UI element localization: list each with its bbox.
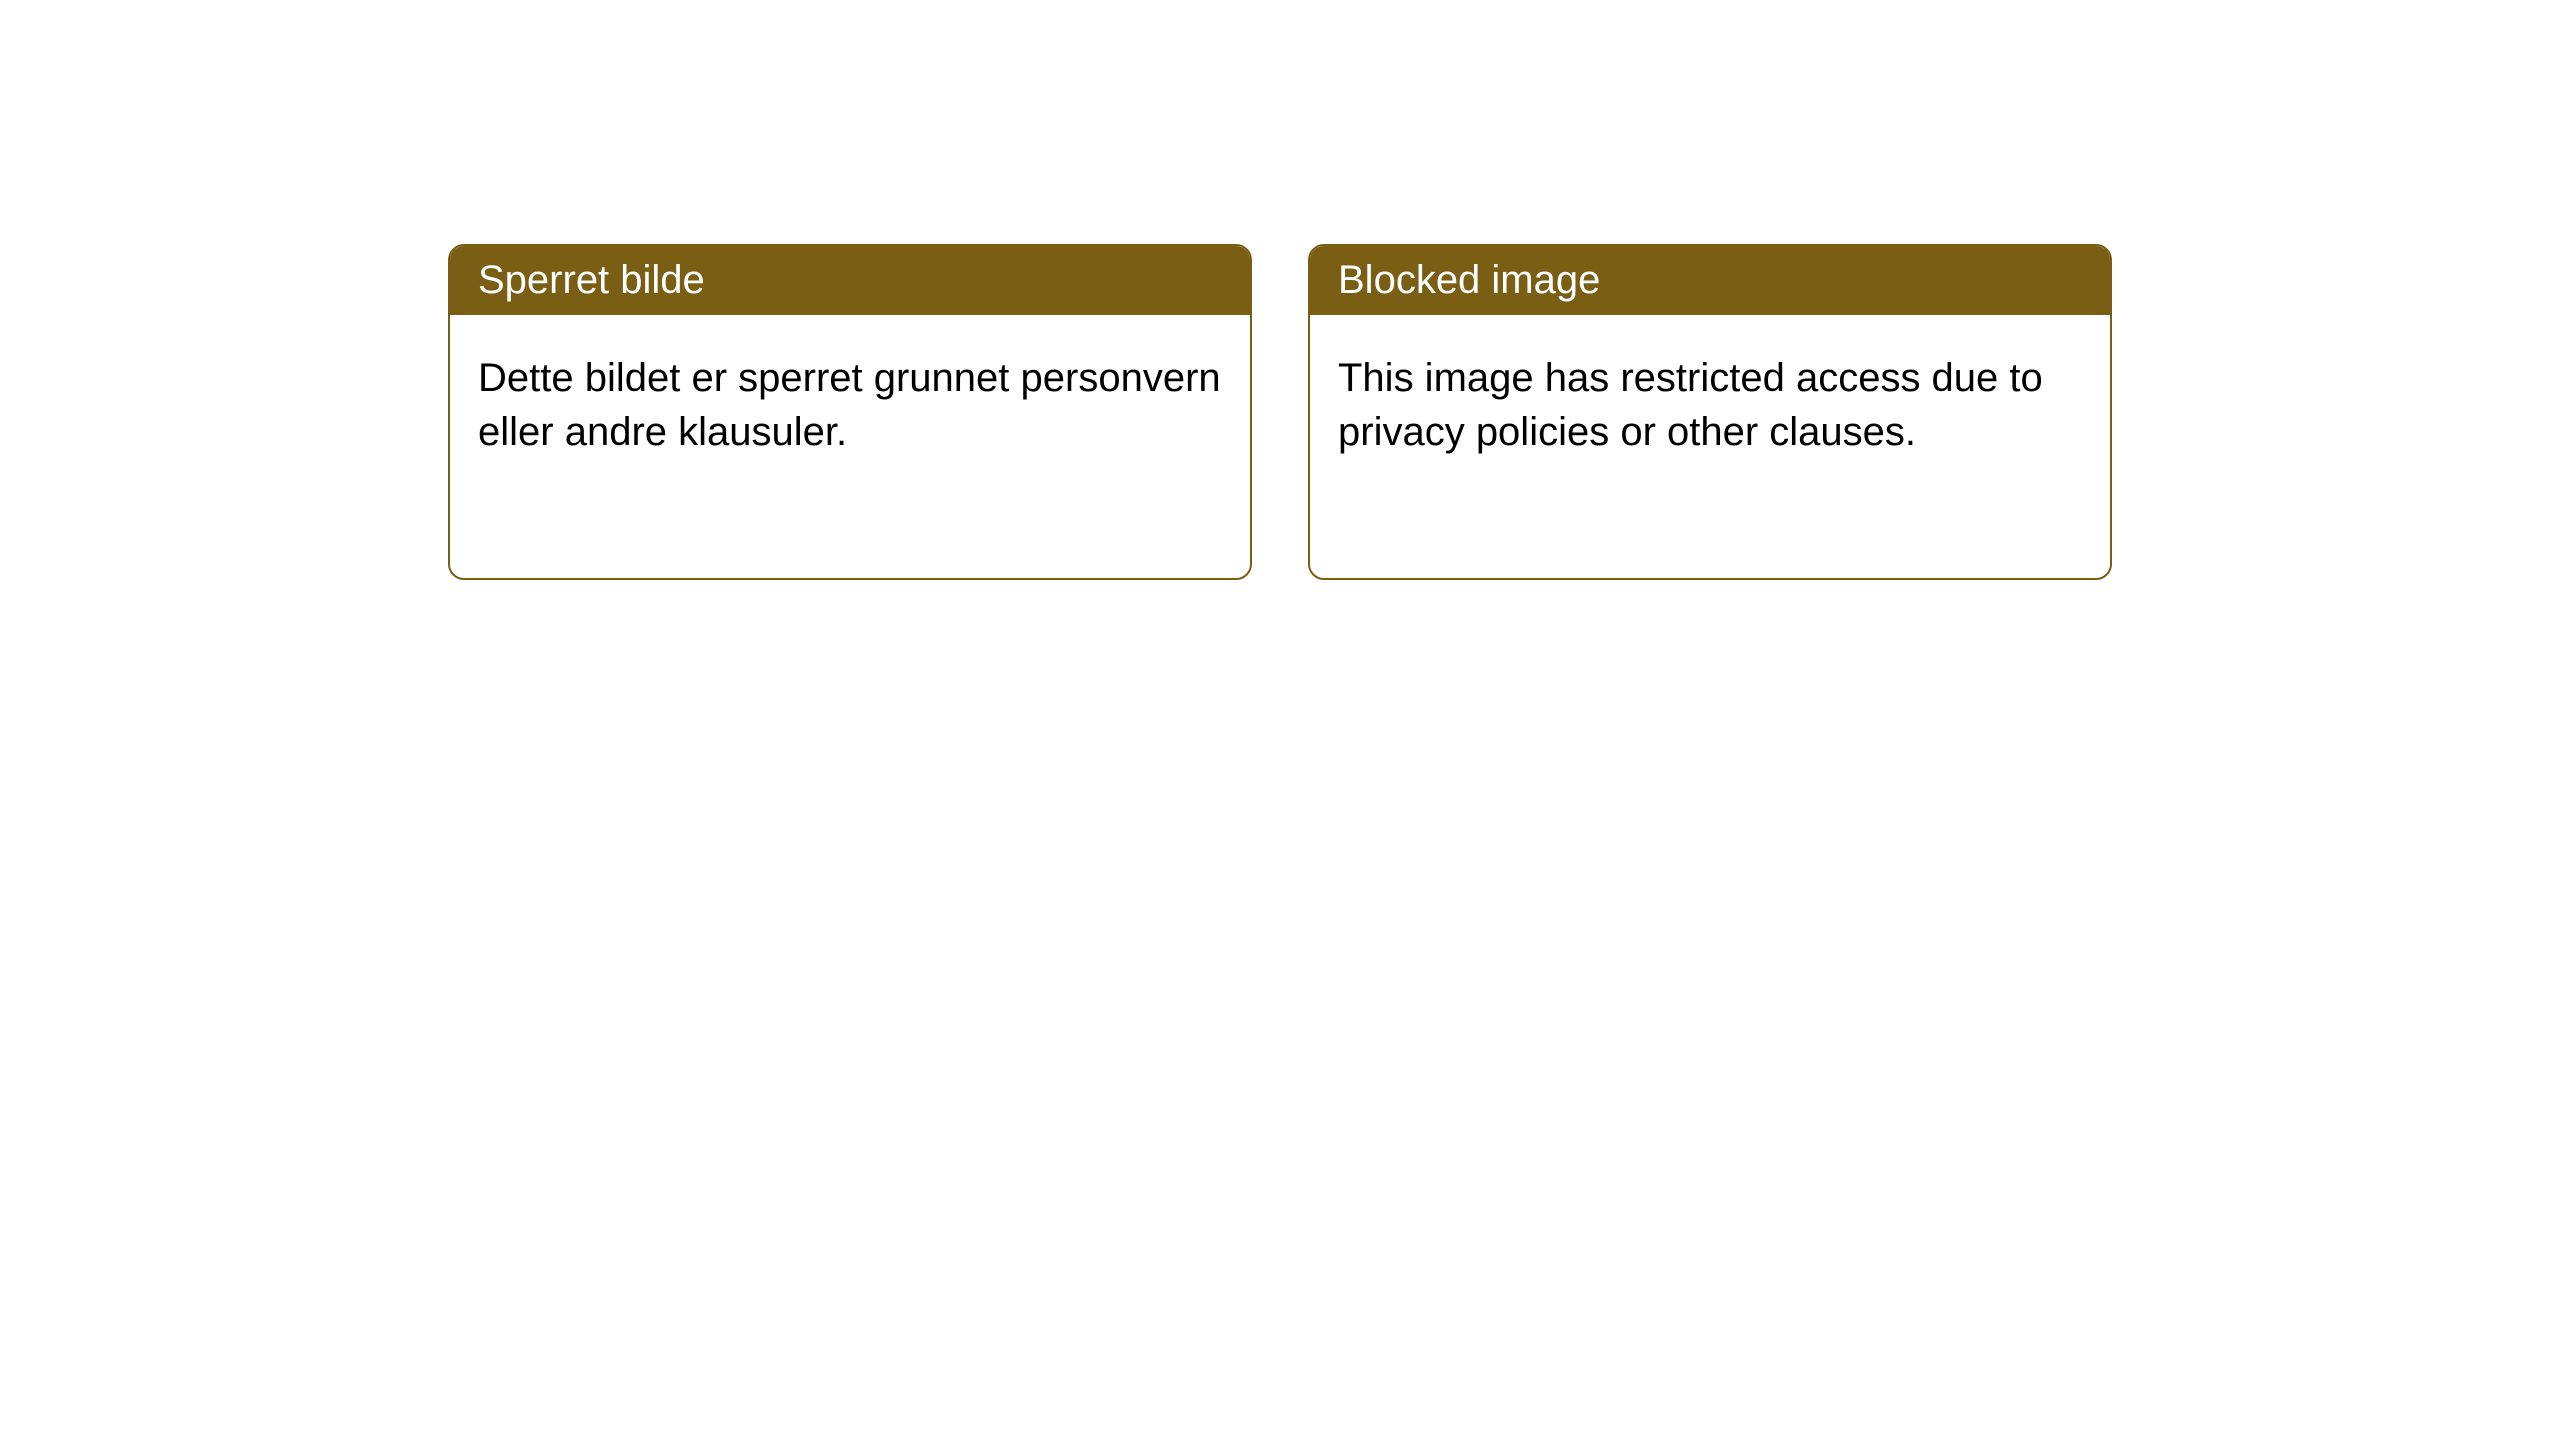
notice-card-english: Blocked image This image has restricted … <box>1308 244 2112 580</box>
notice-card-message: This image has restricted access due to … <box>1338 356 2043 454</box>
notice-cards-container: Sperret bilde Dette bildet er sperret gr… <box>0 0 2560 580</box>
notice-card-title: Blocked image <box>1338 258 1600 302</box>
notice-card-header: Blocked image <box>1310 246 2110 315</box>
notice-card-title: Sperret bilde <box>478 258 705 302</box>
notice-card-body: Dette bildet er sperret grunnet personve… <box>450 315 1250 495</box>
notice-card-body: This image has restricted access due to … <box>1310 315 2110 495</box>
notice-card-norwegian: Sperret bilde Dette bildet er sperret gr… <box>448 244 1252 580</box>
notice-card-header: Sperret bilde <box>450 246 1250 315</box>
notice-card-message: Dette bildet er sperret grunnet personve… <box>478 356 1221 454</box>
